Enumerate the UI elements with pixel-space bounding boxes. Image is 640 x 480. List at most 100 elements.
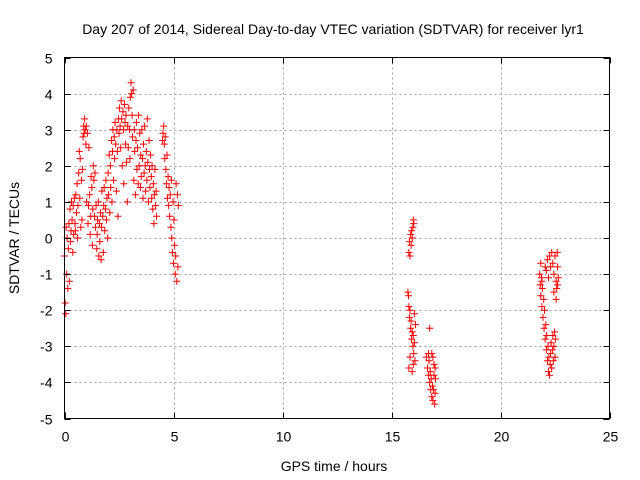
data-point [405, 248, 413, 256]
data-point [89, 162, 97, 170]
data-point [134, 144, 141, 152]
data-point [95, 252, 103, 260]
data-point [76, 194, 84, 202]
data-point [408, 234, 416, 242]
data-point [65, 220, 73, 228]
data-point [551, 335, 559, 343]
data-point [406, 252, 414, 260]
data-point [409, 342, 417, 350]
data-point [124, 144, 132, 152]
data-point [107, 137, 115, 144]
data-point [92, 223, 99, 231]
data-point [81, 126, 89, 134]
data-point [160, 122, 168, 130]
data-point [146, 184, 154, 191]
data-points [61, 79, 562, 408]
data-point [170, 259, 177, 267]
data-point [543, 332, 551, 339]
data-point [543, 357, 551, 365]
data-point [163, 194, 171, 202]
data-point [159, 129, 167, 137]
data-point [105, 151, 113, 159]
x-tick-label: 15 [385, 429, 401, 445]
data-point [161, 133, 169, 141]
data-point [141, 122, 149, 130]
data-point [548, 346, 556, 354]
data-point [407, 317, 415, 325]
data-point [88, 241, 96, 249]
x-tick-label: 20 [494, 429, 510, 445]
data-point [69, 248, 77, 256]
y-tick-label: -5 [40, 412, 53, 428]
data-point [61, 299, 69, 307]
data-point [78, 165, 86, 173]
data-point [111, 155, 119, 163]
data-point [152, 187, 160, 195]
data-point [432, 375, 439, 383]
data-point [119, 108, 127, 116]
data-point [542, 346, 550, 354]
data-point [122, 111, 130, 119]
data-point [410, 220, 418, 228]
data-point [118, 162, 126, 170]
data-point [554, 281, 562, 289]
data-point [142, 187, 150, 195]
data-point [123, 158, 131, 166]
data-point [549, 259, 557, 267]
data-point [550, 342, 558, 350]
data-point [73, 209, 80, 217]
data-point [426, 324, 434, 332]
data-point [110, 176, 117, 184]
data-point [131, 191, 139, 199]
data-point [429, 353, 437, 361]
data-point [94, 216, 102, 224]
data-point [115, 104, 123, 112]
data-point [550, 270, 558, 278]
data-point [426, 378, 434, 386]
data-point [147, 173, 155, 181]
data-point [541, 306, 548, 314]
data-point [174, 263, 182, 271]
data-point [172, 180, 180, 188]
data-point [406, 306, 414, 314]
data-point [538, 285, 546, 292]
data-point [62, 310, 70, 318]
data-point [409, 332, 417, 339]
data-point [82, 122, 90, 130]
data-point [62, 223, 70, 231]
data-point [75, 169, 83, 177]
data-point [79, 133, 87, 141]
data-point [407, 324, 415, 332]
data-point [117, 144, 125, 152]
data-point [545, 274, 552, 282]
data-point [554, 274, 562, 282]
data-point [145, 137, 153, 144]
data-point [102, 216, 110, 224]
data-point [65, 277, 73, 285]
data-point [540, 324, 548, 332]
data-point [538, 303, 546, 311]
data-point [137, 151, 145, 159]
data-point [167, 223, 175, 231]
data-point [122, 140, 129, 148]
data-point [97, 209, 104, 217]
data-point [546, 360, 554, 368]
data-point [115, 129, 123, 137]
data-point [71, 220, 79, 228]
data-point [161, 155, 169, 163]
data-point [542, 321, 550, 329]
data-point [103, 194, 111, 202]
data-point [93, 245, 101, 253]
data-point [405, 313, 413, 321]
data-point [113, 147, 121, 155]
data-point [151, 165, 159, 173]
data-point [174, 202, 182, 209]
data-point [75, 147, 83, 155]
data-point [91, 212, 99, 220]
data-point [167, 176, 175, 184]
data-point [126, 155, 134, 163]
y-tick-labels: -5 -4 -3 -2 -1 0 1 2 3 4 5 [40, 51, 53, 428]
data-point [409, 223, 417, 231]
data-point [165, 202, 173, 209]
